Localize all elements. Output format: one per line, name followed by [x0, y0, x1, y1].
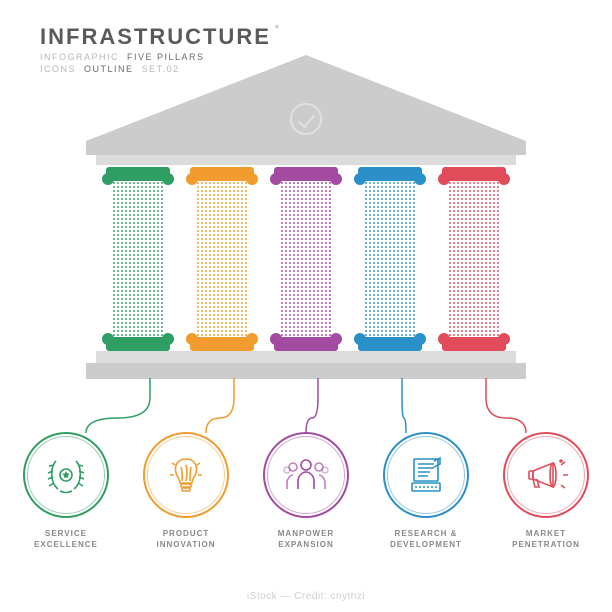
icon-item-1: PRODUCT INNOVATION [136, 432, 236, 550]
label-line-b: INNOVATION [156, 540, 215, 549]
pillar-cap-top [190, 167, 254, 181]
pillar-0 [106, 167, 170, 351]
label-line-b: PENETRATION [512, 540, 580, 549]
pillar-cap-top [106, 167, 170, 181]
pillar-shaft [196, 181, 248, 337]
pillar-shaft [364, 181, 416, 337]
pillar-cap-bot [106, 337, 170, 351]
label-line-a: MARKET [526, 529, 566, 538]
degree-mark: ° [275, 24, 281, 35]
check-icon [290, 103, 322, 135]
icon-label: PRODUCT INNOVATION [136, 528, 236, 550]
beam-upper [86, 141, 526, 155]
connector-0 [86, 378, 150, 433]
icon-label: SERVICE EXCELLENCE [16, 528, 116, 550]
pillar-2 [274, 167, 338, 351]
pillar-3 [358, 167, 422, 351]
pillar-cap-bot [358, 337, 422, 351]
building [86, 55, 526, 375]
watermark: iStock — Credit: cnythzl [247, 591, 365, 602]
icon-item-3: RESEARCH & DEVELOPMENT [376, 432, 476, 550]
label-line-b: EXCELLENCE [34, 540, 98, 549]
connector-4 [486, 378, 526, 433]
pillar-cap-bot [190, 337, 254, 351]
connector-2 [306, 378, 318, 433]
sub2a: ICONS [40, 64, 76, 74]
label-line-b: DEVELOPMENT [390, 540, 462, 549]
label-line-a: SERVICE [45, 529, 87, 538]
icon-label: RESEARCH & DEVELOPMENT [376, 528, 476, 550]
title-text: INFRASTRUCTURE [40, 24, 271, 49]
pillar-cap-bot [274, 337, 338, 351]
pillar-1 [190, 167, 254, 351]
label-line-a: RESEARCH & [395, 529, 458, 538]
pillar-shaft [112, 181, 164, 337]
pillar-shaft [280, 181, 332, 337]
label-line-a: PRODUCT [163, 529, 210, 538]
pillar-cap-bot [442, 337, 506, 351]
label-line-b: EXPANSION [278, 540, 334, 549]
icon-label: MARKET PENETRATION [496, 528, 596, 550]
icon-item-2: MANPOWER EXPANSION [256, 432, 356, 550]
pillar-4 [442, 167, 506, 351]
icon-row: SERVICE EXCELLENCE PRODUCT INNOVATION MA… [0, 432, 612, 550]
icon-circle [503, 432, 589, 518]
icon-circle [263, 432, 349, 518]
title: INFRASTRUCTURE ° [40, 24, 281, 50]
connector-3 [402, 378, 406, 433]
pillar-shaft [448, 181, 500, 337]
connector-1 [206, 378, 234, 433]
icon-circle [143, 432, 229, 518]
pillar-cap-top [274, 167, 338, 181]
icon-item-4: MARKET PENETRATION [496, 432, 596, 550]
pillar-row [106, 167, 506, 351]
icon-circle [383, 432, 469, 518]
base-lower [86, 363, 526, 379]
icon-label: MANPOWER EXPANSION [256, 528, 356, 550]
icon-circle [23, 432, 109, 518]
base-upper [96, 351, 516, 363]
beam-lower [96, 155, 516, 165]
pillar-cap-top [442, 167, 506, 181]
icon-item-0: SERVICE EXCELLENCE [16, 432, 116, 550]
label-line-a: MANPOWER [278, 529, 334, 538]
pillar-cap-top [358, 167, 422, 181]
